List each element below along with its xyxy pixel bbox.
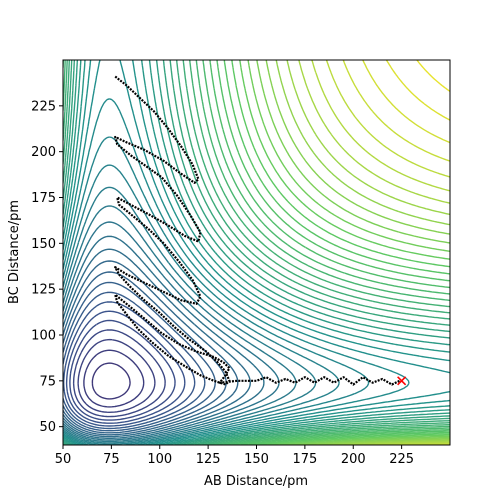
contour-level [231, 60, 450, 445]
y-tick-label: 200 [31, 145, 56, 160]
contour-level [63, 291, 206, 430]
y-tick-label: 225 [31, 99, 56, 114]
contour-level [63, 60, 450, 445]
x-tick-label: 125 [196, 452, 221, 467]
contour-level [91, 362, 131, 400]
potential-energy-contours [63, 60, 450, 445]
contour-level [362, 60, 450, 144]
contour-level [63, 60, 450, 445]
contour-level [63, 205, 297, 443]
contour-level [63, 271, 227, 434]
y-tick-label: 100 [31, 329, 56, 344]
end-marker-stroke [397, 376, 407, 386]
contour-level [256, 60, 450, 445]
contour-level [63, 60, 450, 445]
contour-level [63, 164, 340, 445]
contour-level [342, 60, 450, 445]
contour-level [63, 221, 280, 441]
contour-level [63, 98, 410, 445]
x-tick-label: 50 [55, 452, 72, 467]
contour-level [63, 301, 196, 427]
contour-level [63, 60, 450, 445]
y-axis-ticks: 50 75 100 125 150 175 200 225 [31, 99, 63, 435]
contour-level [63, 248, 251, 438]
contour-level [63, 260, 239, 436]
marker-layer [397, 376, 407, 386]
y-tick-label: 75 [39, 374, 56, 389]
y-tick-label: 150 [31, 237, 56, 252]
contour-level [63, 281, 216, 432]
x-tick-label: 75 [103, 452, 120, 467]
y-tick-label: 50 [39, 420, 56, 435]
x-axis-label: AB Distance/pm [204, 474, 308, 489]
contour-level [385, 60, 450, 121]
contour-level [63, 60, 450, 445]
contour-level [63, 235, 265, 439]
contour-level [69, 319, 176, 421]
trajectory-path [114, 75, 401, 386]
contour-level [63, 136, 370, 445]
contour-level [83, 349, 145, 408]
y-tick-label: 175 [31, 191, 56, 206]
contour-level [265, 60, 450, 445]
x-axis-ticks: 50 75 100 125 150 175 200 225 [55, 445, 414, 467]
trajectory-layer [114, 75, 401, 386]
contour-level [63, 60, 450, 445]
contour-level [77, 338, 156, 413]
contour-level [63, 186, 317, 444]
y-tick-label: 125 [31, 283, 56, 298]
contour-level [63, 60, 450, 445]
x-tick-label: 150 [244, 452, 269, 467]
x-tick-label: 175 [292, 452, 317, 467]
contour-level [65, 310, 186, 424]
x-tick-label: 225 [389, 452, 414, 467]
x-tick-label: 200 [341, 452, 366, 467]
contour-level [72, 329, 166, 418]
contour-level [298, 60, 450, 445]
y-axis-label: BC Distance/pm [7, 200, 22, 304]
x-tick-label: 100 [147, 452, 172, 467]
